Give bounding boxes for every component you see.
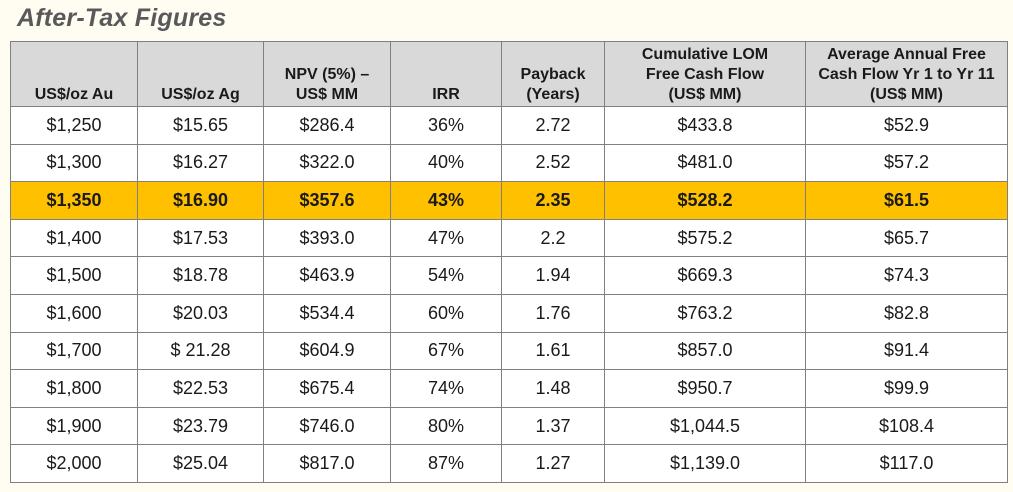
cell-cumulative-fcf: $433.8 <box>604 106 806 145</box>
cell-gold-price: $1,800 <box>10 369 138 408</box>
cell-npv: $604.9 <box>263 331 391 371</box>
cell-gold-price: $1,500 <box>10 256 138 295</box>
cell-silver-price: $17.53 <box>137 218 264 258</box>
cell-gold-price: $1,400 <box>10 218 138 258</box>
cell-gold-price: $2,000 <box>10 444 138 483</box>
cell-silver-price: $15.65 <box>137 106 264 145</box>
page-title: After-Tax Figures <box>17 4 227 32</box>
table-row-highlighted: $1,350 $16.90 $357.6 43% 2.35 $528.2 $61.5 <box>10 181 1008 220</box>
cell-payback: 1.48 <box>501 369 605 408</box>
cell-average-annual-fcf: $65.7 <box>805 218 1008 258</box>
cell-irr: 47% <box>390 218 502 258</box>
cell-cumulative-fcf: $1,044.5 <box>604 406 806 446</box>
cell-cumulative-fcf: $669.3 <box>604 256 806 295</box>
cell-gold-price: $1,700 <box>10 331 138 371</box>
cell-silver-price: $20.03 <box>137 293 264 333</box>
cell-cumulative-fcf: $1,139.0 <box>604 444 806 483</box>
cell-average-annual-fcf: $74.3 <box>805 256 1008 295</box>
cell-irr: 80% <box>390 406 502 446</box>
table-row: $1,300 $16.27 $322.0 40% 2.52 $481.0 $57.2 <box>10 143 1008 183</box>
cell-npv: $817.0 <box>263 444 391 483</box>
cell-silver-price: $22.53 <box>137 369 264 408</box>
cell-irr: 43% <box>390 181 502 220</box>
cell-cumulative-fcf: $857.0 <box>604 331 806 371</box>
cell-npv: $322.0 <box>263 143 391 183</box>
table-row: $1,900 $23.79 $746.0 80% 1.37 $1,044.5 $108.4 <box>10 406 1008 446</box>
cell-payback: 1.27 <box>501 444 605 483</box>
cell-gold-price: $1,250 <box>10 106 138 145</box>
cell-average-annual-fcf: $52.9 <box>805 106 1008 145</box>
after-tax-figures-table: US$/oz Au US$/oz Ag NPV (5%) – US$ MM IR… <box>10 41 1008 483</box>
cell-gold-price: $1,600 <box>10 293 138 333</box>
cell-npv: $534.4 <box>263 293 391 333</box>
cell-payback: 2.35 <box>501 181 605 220</box>
cell-npv: $675.4 <box>263 369 391 408</box>
cell-average-annual-fcf: $91.4 <box>805 331 1008 371</box>
header-cumulative-fcf: Cumulative LOM Free Cash Flow (US$ MM) <box>604 41 806 107</box>
table-row: $1,700 $ 21.28 $604.9 67% 1.61 $857.0 $91.4 <box>10 331 1008 371</box>
header-payback: Payback (Years) <box>501 41 605 107</box>
cell-average-annual-fcf: $99.9 <box>805 369 1008 408</box>
table-body: $1,250 $15.65 $286.4 36% 2.72 $433.8 $52.9 $1,3… <box>10 106 1008 483</box>
cell-payback: 1.76 <box>501 293 605 333</box>
cell-npv: $746.0 <box>263 406 391 446</box>
cell-irr: 40% <box>390 143 502 183</box>
cell-average-annual-fcf: $117.0 <box>805 444 1008 483</box>
header-irr: IRR <box>390 41 502 107</box>
cell-irr: 67% <box>390 331 502 371</box>
cell-cumulative-fcf: $481.0 <box>604 143 806 183</box>
cell-silver-price: $25.04 <box>137 444 264 483</box>
cell-npv: $357.6 <box>263 181 391 220</box>
cell-payback: 2.52 <box>501 143 605 183</box>
cell-payback: 1.37 <box>501 406 605 446</box>
table-row: $1,500 $18.78 $463.9 54% 1.94 $669.3 $74.3 <box>10 256 1008 295</box>
table-row: $1,250 $15.65 $286.4 36% 2.72 $433.8 $52.9 <box>10 106 1008 145</box>
cell-npv: $463.9 <box>263 256 391 295</box>
cell-cumulative-fcf: $950.7 <box>604 369 806 408</box>
cell-npv: $286.4 <box>263 106 391 145</box>
cell-npv: $393.0 <box>263 218 391 258</box>
cell-gold-price: $1,900 <box>10 406 138 446</box>
table-row: $1,400 $17.53 $393.0 47% 2.2 $575.2 $65.7 <box>10 218 1008 258</box>
cell-irr: 87% <box>390 444 502 483</box>
cell-average-annual-fcf: $61.5 <box>805 181 1008 220</box>
cell-average-annual-fcf: $82.8 <box>805 293 1008 333</box>
cell-irr: 60% <box>390 293 502 333</box>
cell-payback: 1.94 <box>501 256 605 295</box>
cell-cumulative-fcf: $763.2 <box>604 293 806 333</box>
header-npv: NPV (5%) – US$ MM <box>263 41 391 107</box>
header-silver-price: US$/oz Ag <box>137 41 264 107</box>
table-row: $2,000 $25.04 $817.0 87% 1.27 $1,139.0 $117.0 <box>10 444 1008 483</box>
cell-payback: 2.72 <box>501 106 605 145</box>
cell-average-annual-fcf: $108.4 <box>805 406 1008 446</box>
cell-irr: 36% <box>390 106 502 145</box>
cell-silver-price: $16.90 <box>137 181 264 220</box>
header-gold-price: US$/oz Au <box>10 41 138 107</box>
cell-gold-price: $1,300 <box>10 143 138 183</box>
cell-gold-price: $1,350 <box>10 181 138 220</box>
header-average-annual-fcf: Average Annual Free Cash Flow Yr 1 to Yr… <box>805 41 1008 107</box>
cell-silver-price: $23.79 <box>137 406 264 446</box>
cell-silver-price: $ 21.28 <box>137 331 264 371</box>
cell-irr: 74% <box>390 369 502 408</box>
table-row: $1,600 $20.03 $534.4 60% 1.76 $763.2 $82.8 <box>10 293 1008 333</box>
cell-payback: 1.61 <box>501 331 605 371</box>
cell-silver-price: $18.78 <box>137 256 264 295</box>
cell-cumulative-fcf: $575.2 <box>604 218 806 258</box>
table-header-row: US$/oz Au US$/oz Ag NPV (5%) – US$ MM IR… <box>10 41 1008 107</box>
cell-silver-price: $16.27 <box>137 143 264 183</box>
cell-average-annual-fcf: $57.2 <box>805 143 1008 183</box>
cell-irr: 54% <box>390 256 502 295</box>
cell-payback: 2.2 <box>501 218 605 258</box>
table-row: $1,800 $22.53 $675.4 74% 1.48 $950.7 $99.9 <box>10 369 1008 408</box>
cell-cumulative-fcf: $528.2 <box>604 181 806 220</box>
